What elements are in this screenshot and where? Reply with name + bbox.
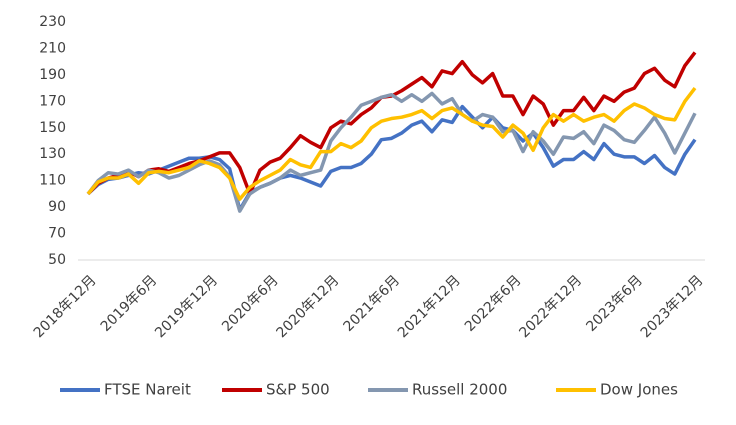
series-line bbox=[86, 51, 697, 196]
y-tick-label: 170 bbox=[39, 93, 66, 109]
y-tick-label: 210 bbox=[39, 40, 66, 56]
x-tick-label: 2018年12月 bbox=[31, 272, 100, 341]
y-tick-label: 190 bbox=[39, 67, 66, 83]
series-line bbox=[86, 87, 697, 201]
x-tick-label: 2023年12月 bbox=[638, 272, 707, 341]
y-tick-label: 90 bbox=[48, 199, 66, 215]
legend-label: S&P 500 bbox=[266, 381, 330, 399]
x-tick-label: 2021年6月 bbox=[341, 272, 404, 335]
legend-label: Russell 2000 bbox=[412, 381, 507, 399]
legend-label: Dow Jones bbox=[600, 381, 678, 399]
legend-label: FTSE Nareit bbox=[104, 381, 191, 399]
y-tick-label: 110 bbox=[39, 173, 66, 189]
x-tick-label: 2021年12月 bbox=[395, 272, 464, 341]
x-tick-label: 2023年6月 bbox=[583, 272, 646, 335]
series-line bbox=[86, 91, 697, 213]
x-tick-label: 2019年6月 bbox=[98, 272, 161, 335]
x-tick-label: 2020年6月 bbox=[219, 272, 282, 335]
y-tick-label: 150 bbox=[39, 120, 66, 136]
y-tick-label: 50 bbox=[48, 252, 66, 268]
x-tick-label: 2022年6月 bbox=[462, 272, 525, 335]
y-tick-label: 230 bbox=[39, 14, 66, 30]
y-tick-label: 130 bbox=[39, 146, 66, 162]
x-tick-label: 2022年12月 bbox=[516, 272, 585, 341]
x-tick-label: 2019年12月 bbox=[152, 272, 221, 341]
y-tick-label: 70 bbox=[48, 226, 66, 242]
x-tick-label: 2020年12月 bbox=[274, 272, 343, 341]
series-line bbox=[86, 104, 697, 212]
